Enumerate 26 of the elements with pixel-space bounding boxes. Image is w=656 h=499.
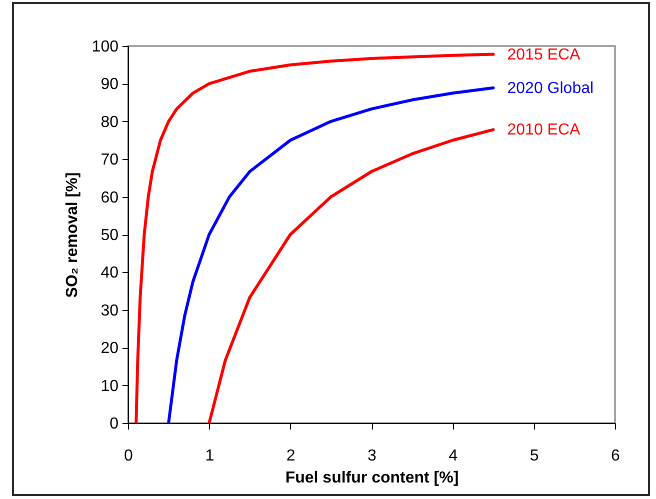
x-tick-label: 0 (124, 448, 134, 464)
y-tick-label: 30 (100, 302, 119, 320)
line-series (167, 86, 495, 423)
y-tick-label: 10 (100, 378, 119, 395)
y-tick-label: 100 (92, 38, 119, 56)
line-series (134, 52, 495, 423)
x-tick-label: 5 (530, 448, 539, 464)
x-axis-title: Fuel sulfur content [%] (285, 470, 459, 486)
y-axis-title: SO₂ removal [%] (64, 172, 81, 298)
y-tick-label: 0 (110, 416, 119, 432)
y-tick-label: 80 (100, 114, 119, 131)
y-tick-label: 20 (100, 340, 119, 358)
series-label: 2020 Global (507, 80, 594, 97)
x-tick-label: 1 (205, 448, 214, 464)
x-tick-label: 4 (448, 448, 458, 464)
series-label: 2015 ECA (507, 46, 581, 64)
x-tick-label: 3 (368, 448, 377, 464)
line-series (208, 128, 495, 423)
y-tick-label: 40 (100, 264, 119, 282)
series-label: 2010 ECA (507, 122, 581, 139)
y-tick-label: 90 (100, 76, 119, 94)
x-tick-label: 6 (611, 448, 620, 464)
y-tick-label: 70 (100, 152, 119, 169)
x-tick-label: 2 (286, 448, 296, 464)
y-tick-label: 60 (100, 189, 119, 206)
y-tick-label: 50 (100, 227, 119, 244)
